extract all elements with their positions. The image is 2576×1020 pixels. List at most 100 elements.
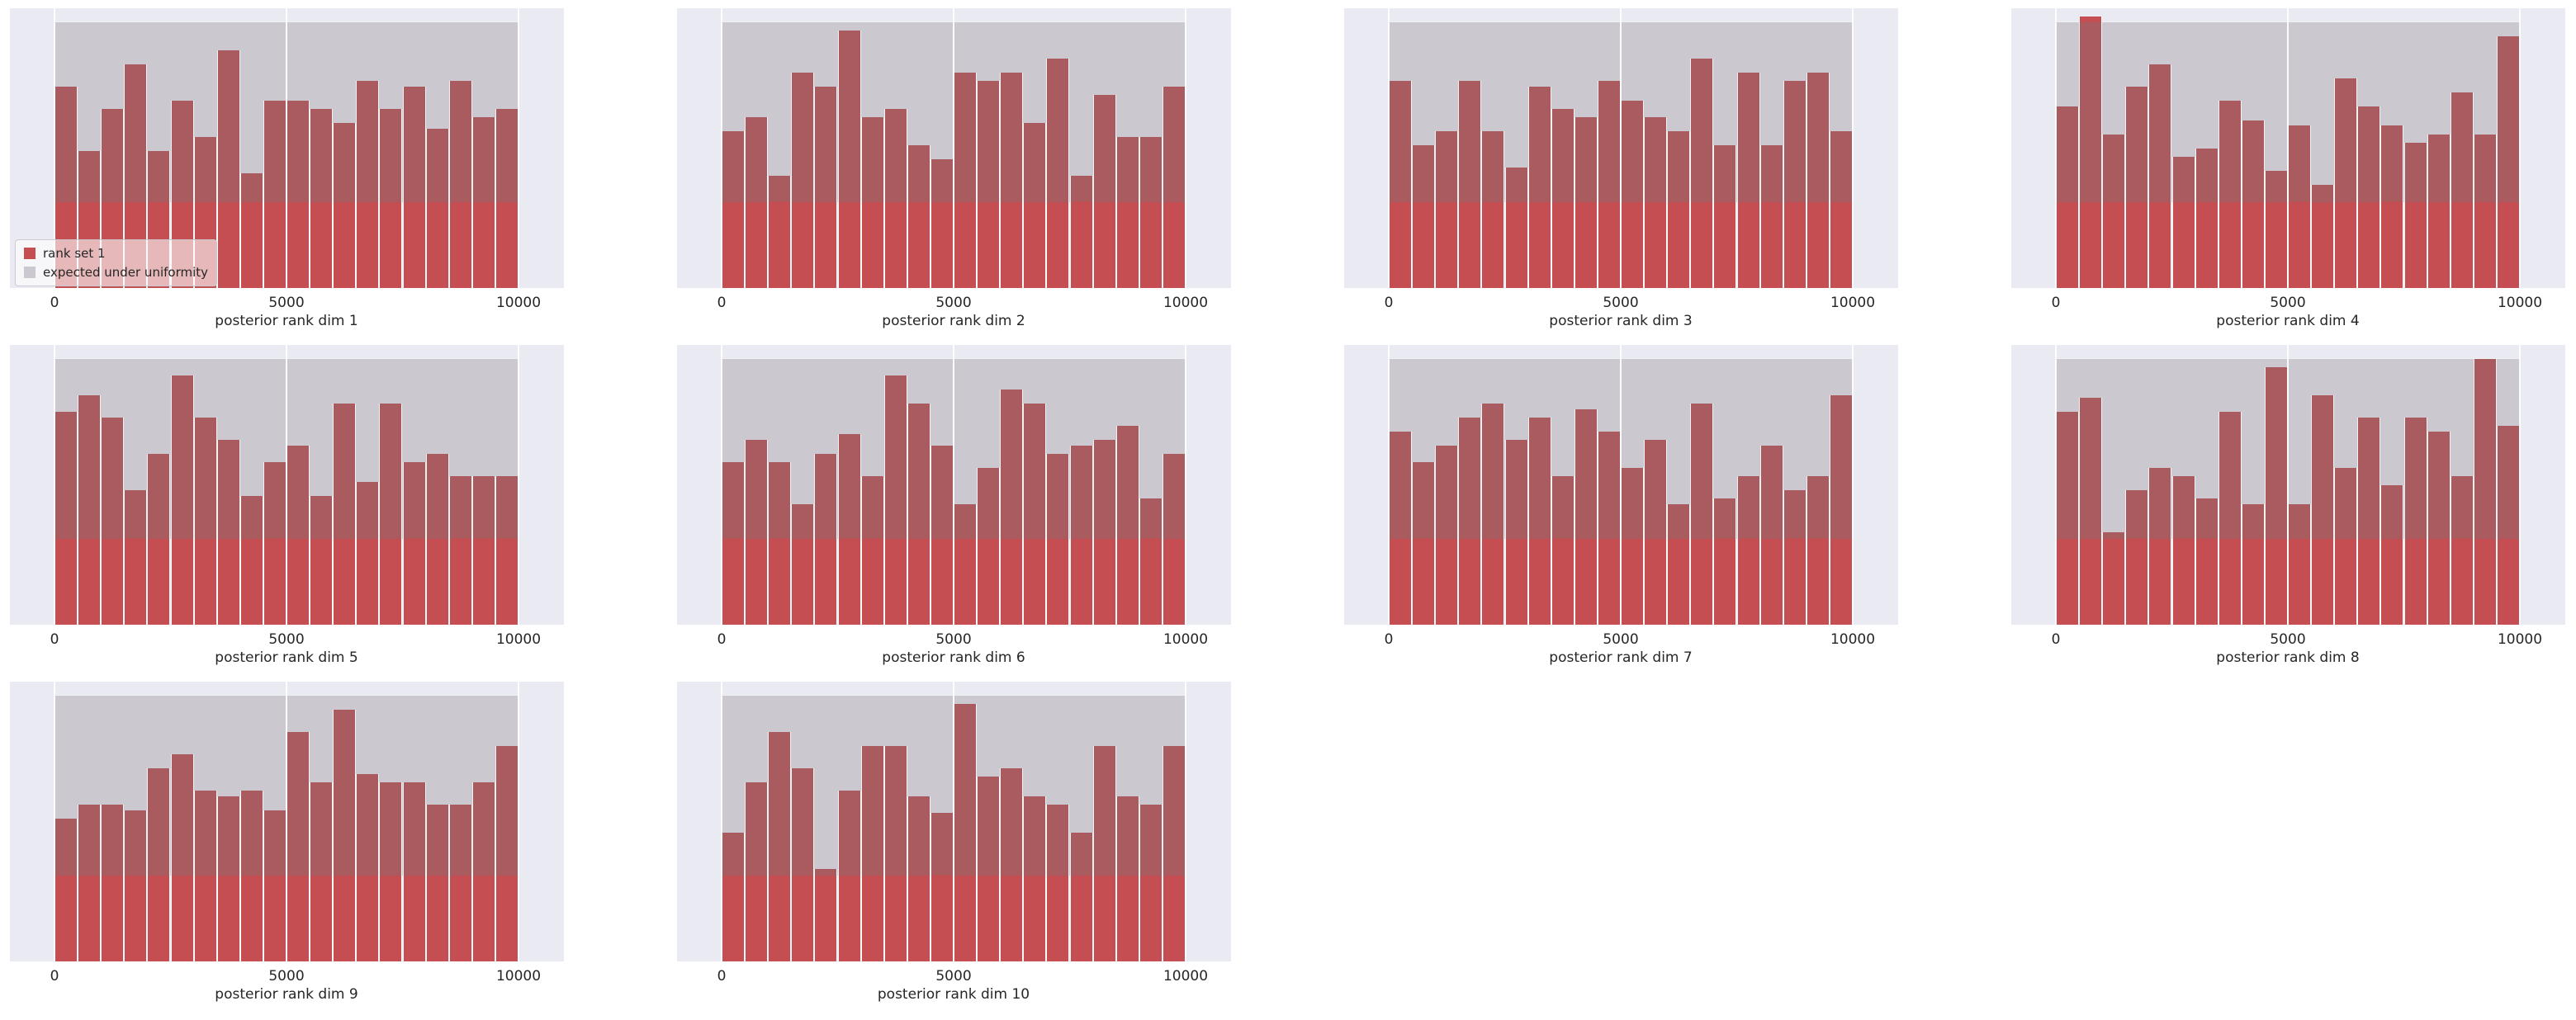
histogram-bar (2102, 134, 2126, 288)
histogram-bar (2473, 358, 2497, 625)
subplot-posterior-rank-dim-2: 0 5000 10000 posterior rank dim 2 (677, 8, 1231, 347)
legend-entry: rank set 1 (24, 246, 208, 261)
histogram-bar (2473, 134, 2497, 288)
gridline-x10000 (2519, 8, 2521, 288)
histogram-bar (1412, 462, 1436, 625)
histogram-bar (930, 159, 954, 288)
x-tick-label-5000: 5000 (1603, 631, 1639, 648)
histogram-bar (1551, 476, 1574, 625)
x-tick-label-0: 0 (1384, 295, 1394, 311)
histogram-bar (1759, 145, 1783, 288)
histogram-bar (1597, 81, 1621, 288)
histogram-bar (1644, 440, 1668, 625)
histogram-bar (1504, 440, 1528, 625)
legend-label: rank set 1 (43, 246, 106, 261)
histogram-bar (471, 476, 495, 625)
gridline-x5000 (2287, 345, 2289, 625)
histogram-bar (2102, 532, 2126, 625)
histogram-bar (1481, 404, 1505, 625)
gridline-x10000 (518, 345, 519, 625)
histogram-bar (1690, 404, 1714, 625)
x-tick-label-10000: 10000 (1163, 631, 1209, 648)
histogram-bar (1069, 176, 1093, 288)
x-tick-label-0: 0 (50, 968, 59, 985)
histogram-bar (2241, 120, 2265, 288)
axes-area (10, 345, 564, 625)
histogram-bar (1736, 72, 1760, 288)
x-tick-label-0: 0 (50, 631, 59, 648)
histogram-bar (814, 454, 838, 625)
histogram-bar (1527, 86, 1551, 288)
histogram-bars (1389, 8, 1853, 288)
histogram-bar (379, 404, 403, 625)
histogram-bar (124, 490, 148, 625)
histogram-bar (402, 462, 426, 625)
histogram-bar (147, 768, 171, 961)
x-tick-label-0: 0 (1384, 631, 1394, 648)
histogram-bar (1023, 796, 1047, 961)
histogram-bar (1023, 123, 1047, 288)
subplot-posterior-rank-dim-4: 0 5000 10000 posterior rank dim 4 (2011, 8, 2565, 347)
histogram-bar (193, 418, 217, 625)
x-axis-label: posterior rank dim 2 (882, 313, 1025, 329)
x-tick-label-5000: 5000 (935, 968, 972, 985)
gridline-x10000 (1185, 345, 1186, 625)
histogram-bar (1806, 476, 1830, 625)
histogram-bar (1736, 476, 1760, 625)
subplot-posterior-rank-dim-9: 0 5000 10000 posterior rank dim 9 (10, 682, 564, 1020)
gridline-x5000 (953, 345, 954, 625)
histogram-bar (1139, 805, 1163, 961)
histogram-bar (722, 462, 746, 625)
histogram-bar (2380, 125, 2404, 288)
histogram-bar (425, 128, 449, 288)
histogram-bar (2427, 432, 2451, 625)
histogram-bar (239, 791, 263, 961)
x-tick-label-5000: 5000 (1603, 295, 1639, 311)
axes-area (677, 682, 1231, 961)
histogram-bar (239, 496, 263, 625)
histogram-bar (977, 468, 1001, 625)
x-tick-label-5000: 5000 (935, 631, 972, 648)
x-tick-label-10000: 10000 (1163, 295, 1209, 311)
histogram-bar (1783, 490, 1807, 625)
histogram-bar (1162, 745, 1186, 961)
histogram-bar (2357, 106, 2381, 288)
histogram-bar (1574, 408, 1598, 625)
histogram-bar (1115, 796, 1139, 961)
histogram-bar (2311, 395, 2335, 625)
histogram-bar (1069, 833, 1093, 961)
histogram-bar (2334, 78, 2358, 288)
histogram-bar (954, 72, 978, 288)
histogram-bar (1458, 418, 1482, 625)
histogram-bar (1713, 498, 1737, 625)
histogram-bar (2311, 184, 2335, 288)
histogram-bar (448, 805, 472, 961)
histogram-bar (814, 869, 838, 961)
x-tick-label-0: 0 (717, 631, 727, 648)
histogram-bar (2079, 398, 2103, 625)
histogram-bar (1412, 145, 1436, 288)
histogram-bar (471, 782, 495, 961)
x-axis-label: posterior rank dim 5 (215, 649, 358, 666)
axes-area (2011, 8, 2565, 288)
histogram-bar (263, 810, 286, 961)
histogram-bar (2171, 156, 2195, 288)
histogram-bar (2427, 134, 2451, 288)
x-tick-label-5000: 5000 (268, 968, 305, 985)
histogram-bar (2264, 170, 2288, 288)
subplot-posterior-rank-dim-6: 0 5000 10000 posterior rank dim 6 (677, 345, 1231, 683)
histogram-bar (1023, 404, 1047, 625)
histogram-bar (495, 109, 519, 288)
histogram-bar (2450, 92, 2474, 288)
x-tick-label-5000: 5000 (268, 295, 305, 311)
histogram-bar (54, 819, 78, 961)
histogram-bar (495, 745, 519, 961)
histogram-bar (1000, 768, 1024, 961)
histogram-bar (954, 504, 978, 625)
histogram-bar (1481, 131, 1505, 288)
histogram-bar (2496, 426, 2520, 625)
histogram-bar (1713, 145, 1737, 288)
histogram-bar (1162, 454, 1186, 625)
histogram-bar (1504, 168, 1528, 288)
histogram-bar (1759, 446, 1783, 625)
